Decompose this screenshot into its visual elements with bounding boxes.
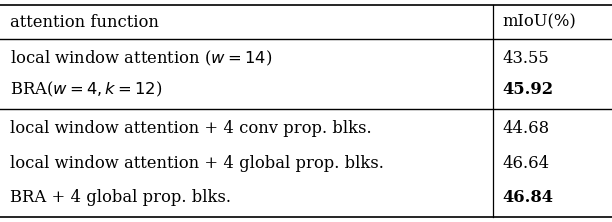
- Text: 46.84: 46.84: [502, 189, 554, 206]
- Text: BRA + 4 global prop. blks.: BRA + 4 global prop. blks.: [10, 189, 231, 206]
- Text: local window attention + 4 global prop. blks.: local window attention + 4 global prop. …: [10, 155, 384, 172]
- Text: BRA($w = 4, k = 12$): BRA($w = 4, k = 12$): [10, 80, 162, 99]
- Text: local window attention ($w = 14$): local window attention ($w = 14$): [10, 49, 272, 68]
- Text: 44.68: 44.68: [502, 120, 550, 137]
- Text: mIoU(%): mIoU(%): [502, 14, 577, 30]
- Text: 43.55: 43.55: [502, 50, 550, 67]
- Text: 45.92: 45.92: [502, 81, 554, 98]
- Text: 46.64: 46.64: [502, 155, 550, 172]
- Text: local window attention + 4 conv prop. blks.: local window attention + 4 conv prop. bl…: [10, 120, 371, 137]
- Text: attention function: attention function: [10, 14, 159, 30]
